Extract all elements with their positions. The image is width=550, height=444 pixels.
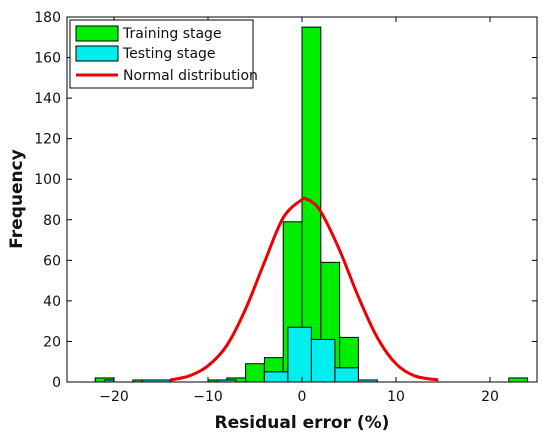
y-tick-label-6: 120 <box>34 132 61 148</box>
legend: Training stage Testing stage Normal dist… <box>69 19 258 89</box>
ticks-layer: −20 −10 0 10 20 0 20 40 60 80 100 120 140 160 180 <box>34 10 537 405</box>
x-tick-label-1: −10 <box>193 389 223 405</box>
y-tick-label-9: 180 <box>34 10 61 26</box>
y-tick-label-1: 20 <box>43 334 61 350</box>
curve-layer <box>170 196 439 382</box>
bar-testing-6 <box>334 367 359 383</box>
bar-testing-4 <box>287 326 312 383</box>
normal-distribution-line <box>170 196 439 382</box>
bar-testing-3 <box>263 371 289 383</box>
y-tick-label-5: 100 <box>34 172 61 188</box>
y-tick-label-7: 140 <box>34 91 61 107</box>
bar-training-5 <box>245 363 265 383</box>
x-tick-label-0: −20 <box>99 389 129 405</box>
legend-label-testing: Testing stage <box>122 46 216 62</box>
bars-layer <box>94 26 529 383</box>
x-tick-label-3: 10 <box>387 389 405 405</box>
y-axis-title: Frequency <box>7 149 27 249</box>
bar-testing-5 <box>310 338 336 383</box>
y-tick-label-2: 40 <box>43 294 61 310</box>
bar-training-12 <box>508 377 529 383</box>
y-tick-label-0: 0 <box>52 375 61 391</box>
x-tick-label-4: 20 <box>481 389 499 405</box>
x-axis-title: Residual error (%) <box>215 413 390 433</box>
legend-swatch-training <box>75 25 119 42</box>
legend-label-training: Training stage <box>122 26 222 42</box>
y-tick-label-3: 60 <box>43 253 61 269</box>
legend-label-normal: Normal distribution <box>123 68 258 84</box>
x-tick-label-2: 0 <box>298 389 307 405</box>
y-tick-label-4: 80 <box>43 213 61 229</box>
y-tick-label-8: 160 <box>34 51 61 67</box>
legend-swatch-testing <box>75 45 119 62</box>
